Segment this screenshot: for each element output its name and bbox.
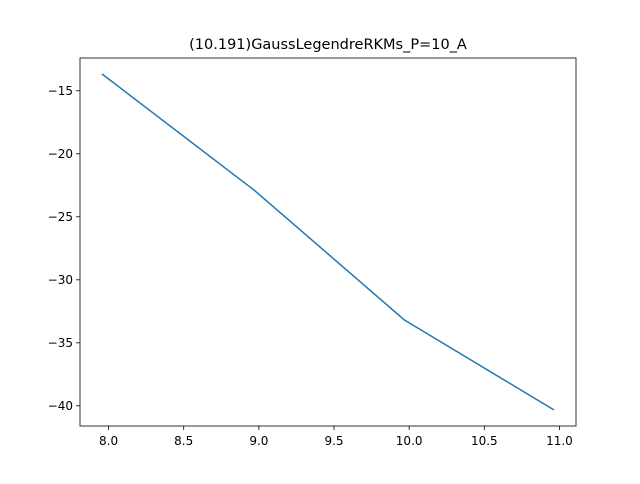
x-tick-label: 11.0 — [546, 434, 573, 448]
x-tick-label: 10.5 — [471, 434, 498, 448]
y-tick-label: −20 — [48, 147, 73, 161]
x-tick-label: 8.5 — [174, 434, 193, 448]
y-tick-label: −35 — [48, 336, 73, 350]
y-tick-label: −25 — [48, 210, 73, 224]
y-tick-label: −30 — [48, 273, 73, 287]
x-tick-label: 9.5 — [324, 434, 343, 448]
series-line-0 — [101, 73, 555, 411]
x-tick-label: 8.0 — [99, 434, 118, 448]
x-axis: 8.0 8.5 9.0 9.5 10.0 10.5 11.0 — [99, 426, 573, 448]
x-tick-label: 10.0 — [396, 434, 423, 448]
series-layer — [101, 73, 555, 411]
y-tick-label: −40 — [48, 399, 73, 413]
y-tick-label: −15 — [48, 84, 73, 98]
y-axis: −15 −20 −25 −30 −35 −40 — [48, 84, 80, 413]
chart-title: (10.191)GaussLegendreRKMs_P=10_A — [189, 37, 467, 53]
x-tick-label: 9.0 — [249, 434, 268, 448]
plot-frame — [79, 57, 577, 427]
